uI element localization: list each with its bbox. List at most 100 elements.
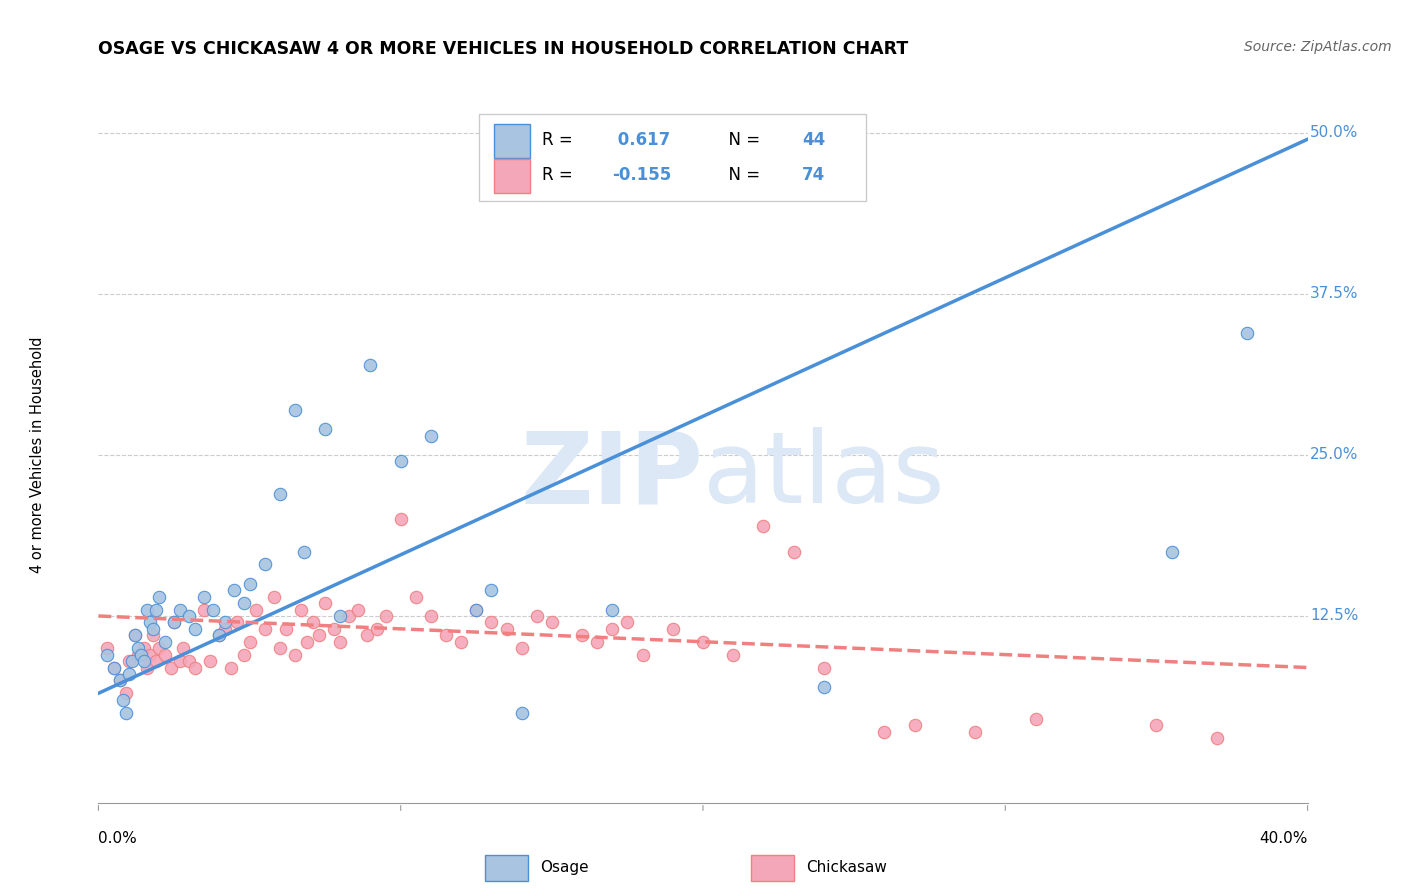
Point: [239, 576, 262, 591]
Point: [114, 706, 136, 720]
Text: 50.0%: 50.0%: [1310, 125, 1358, 140]
Point: [366, 622, 388, 636]
Point: [284, 648, 307, 662]
Point: [163, 615, 186, 630]
Bar: [494, 159, 530, 193]
Point: [586, 634, 609, 648]
Point: [239, 634, 262, 648]
Point: [360, 358, 382, 372]
Point: [1160, 544, 1182, 558]
Text: 0.0%: 0.0%: [98, 830, 138, 846]
Point: [813, 680, 835, 694]
Point: [127, 641, 149, 656]
Point: [495, 622, 517, 636]
Point: [782, 544, 804, 558]
Point: [111, 692, 134, 706]
Point: [127, 648, 149, 662]
Point: [245, 602, 267, 616]
Point: [1024, 712, 1046, 726]
Point: [904, 718, 927, 732]
Point: [135, 660, 157, 674]
Point: [193, 602, 215, 616]
Point: [295, 634, 318, 648]
Text: atlas: atlas: [703, 427, 945, 524]
Point: [314, 596, 336, 610]
Point: [132, 654, 155, 668]
Point: [129, 648, 152, 662]
Point: [96, 648, 118, 662]
Point: [221, 660, 243, 674]
Point: [274, 622, 297, 636]
Point: [292, 544, 315, 558]
Point: [184, 660, 207, 674]
Point: [169, 602, 191, 616]
Point: [661, 622, 683, 636]
Point: [405, 590, 427, 604]
Point: [389, 512, 412, 526]
Point: [616, 615, 638, 630]
Point: [121, 654, 143, 668]
Point: [692, 634, 714, 648]
Point: [118, 654, 141, 668]
Point: [290, 602, 312, 616]
Point: [374, 609, 396, 624]
Point: [142, 628, 165, 642]
Point: [347, 602, 370, 616]
Point: [965, 725, 987, 739]
Point: [200, 654, 222, 668]
Point: [1236, 326, 1258, 340]
Bar: [494, 124, 530, 158]
Point: [631, 648, 654, 662]
Point: [172, 641, 194, 656]
Point: [302, 615, 325, 630]
Text: Chickasaw: Chickasaw: [806, 860, 887, 875]
Text: Osage: Osage: [540, 860, 588, 875]
Point: [114, 686, 136, 700]
Point: [465, 602, 488, 616]
Bar: [485, 855, 527, 881]
Point: [208, 628, 231, 642]
Point: [269, 486, 291, 500]
Text: 4 or more Vehicles in Household: 4 or more Vehicles in Household: [31, 336, 45, 574]
Text: -0.155: -0.155: [612, 166, 672, 184]
Point: [263, 590, 285, 604]
Point: [284, 402, 307, 417]
Point: [163, 615, 186, 630]
Point: [510, 706, 533, 720]
Point: [873, 725, 896, 739]
Point: [752, 518, 775, 533]
Point: [1206, 731, 1229, 746]
Point: [139, 615, 162, 630]
Point: [540, 615, 562, 630]
Text: N =: N =: [717, 131, 765, 149]
Text: 40.0%: 40.0%: [1260, 830, 1308, 846]
Text: R =: R =: [543, 166, 578, 184]
Point: [571, 628, 593, 642]
Text: N =: N =: [717, 166, 765, 184]
Point: [139, 648, 162, 662]
Point: [153, 648, 176, 662]
Point: [214, 622, 236, 636]
Point: [419, 609, 441, 624]
Text: 74: 74: [803, 166, 825, 184]
Point: [253, 622, 276, 636]
Point: [142, 622, 165, 636]
Point: [721, 648, 744, 662]
Point: [108, 673, 131, 688]
Point: [135, 602, 157, 616]
Text: Source: ZipAtlas.com: Source: ZipAtlas.com: [1244, 40, 1392, 54]
Text: 0.617: 0.617: [612, 131, 671, 149]
Point: [124, 628, 146, 642]
Point: [108, 673, 131, 688]
Point: [356, 628, 378, 642]
Point: [329, 634, 352, 648]
Point: [169, 654, 191, 668]
Point: [323, 622, 346, 636]
Point: [103, 660, 125, 674]
Point: [103, 660, 125, 674]
Point: [177, 654, 201, 668]
Point: [96, 641, 118, 656]
Point: [510, 641, 533, 656]
Point: [269, 641, 291, 656]
Point: [450, 634, 472, 648]
